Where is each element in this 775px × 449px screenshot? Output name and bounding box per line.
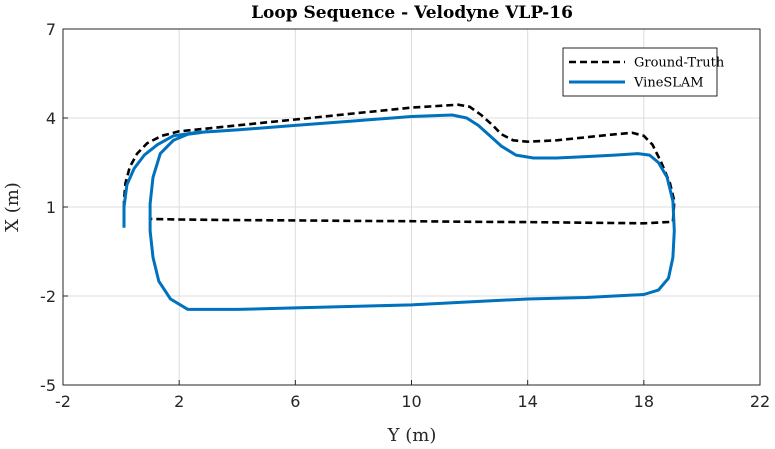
y-axis-label: X (m) bbox=[2, 182, 23, 232]
y-tick-label: -5 bbox=[40, 376, 56, 395]
y-tick-label: -2 bbox=[40, 287, 56, 306]
x-tick-label: 10 bbox=[401, 392, 421, 411]
plot-frame bbox=[62, 28, 761, 386]
y-tick-label: 1 bbox=[46, 198, 56, 217]
legend-box bbox=[562, 47, 718, 97]
x-tick-label: 14 bbox=[517, 392, 537, 411]
x-tick-label: 22 bbox=[750, 392, 770, 411]
y-tick-label: 7 bbox=[46, 20, 56, 39]
chart-title: Loop Sequence - Velodyne VLP-16 bbox=[251, 3, 573, 23]
y-tick-label: 4 bbox=[46, 109, 56, 128]
legend-label: Ground-Truth bbox=[634, 56, 725, 71]
x-tick-label: 2 bbox=[174, 392, 184, 411]
x-tick-label: -2 bbox=[55, 392, 71, 411]
legend-label: VineSLAM bbox=[633, 76, 704, 91]
x-tick-label: 18 bbox=[634, 392, 654, 411]
x-axis-label: Y (m) bbox=[387, 425, 437, 446]
legend: Ground-Truth VineSLAM bbox=[562, 47, 725, 97]
series-line-vineslam bbox=[122, 113, 676, 311]
series-lines bbox=[122, 103, 676, 311]
series-line-ground-truth bbox=[122, 103, 676, 225]
x-tick-label: 6 bbox=[290, 392, 300, 411]
